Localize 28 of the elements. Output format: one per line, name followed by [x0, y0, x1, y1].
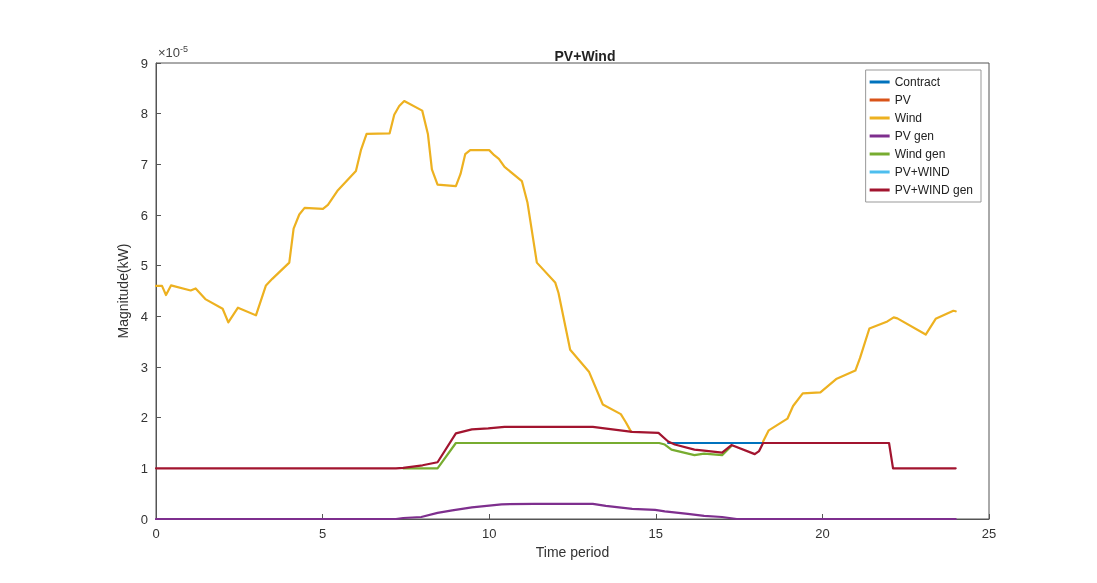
x-tick-label: 5	[318, 526, 327, 541]
legend-label: PV gen	[894, 129, 935, 143]
chart-title: PV+Wind	[554, 48, 616, 64]
x-axis-title: Time period	[535, 544, 610, 560]
line-series	[154, 425, 957, 470]
y-tick-label: 5	[140, 258, 148, 274]
legend-label: PV+WIND	[894, 165, 950, 179]
legend-label: PV	[894, 93, 911, 107]
x-tick-label: 25	[981, 526, 997, 541]
y-tick-label: 6	[140, 207, 148, 223]
y-tick-label: 3	[140, 359, 148, 375]
y-tick-label: 7	[140, 156, 148, 172]
y-axis-title: Magnitude(kW)	[114, 243, 131, 339]
legend-label: Contract	[894, 75, 941, 89]
y-tick-label: 8	[140, 106, 148, 122]
y-tick-label: 2	[140, 410, 148, 426]
line-series	[154, 502, 957, 521]
x-tick-label: 20	[815, 526, 830, 541]
y-tick-label: 1	[140, 460, 148, 476]
x-tick-label: 10	[481, 526, 497, 541]
legend-label: Wind gen	[894, 147, 946, 161]
legend-label: PV+WIND gen	[894, 183, 974, 197]
y-tick-label: 4	[140, 308, 148, 324]
y-tick-label: 9	[140, 55, 148, 71]
x-tick-label: 0	[152, 526, 160, 541]
x-tick-label: 15	[648, 526, 664, 541]
legend-label: Wind	[894, 111, 922, 125]
y-tick-label: 0	[140, 511, 148, 527]
